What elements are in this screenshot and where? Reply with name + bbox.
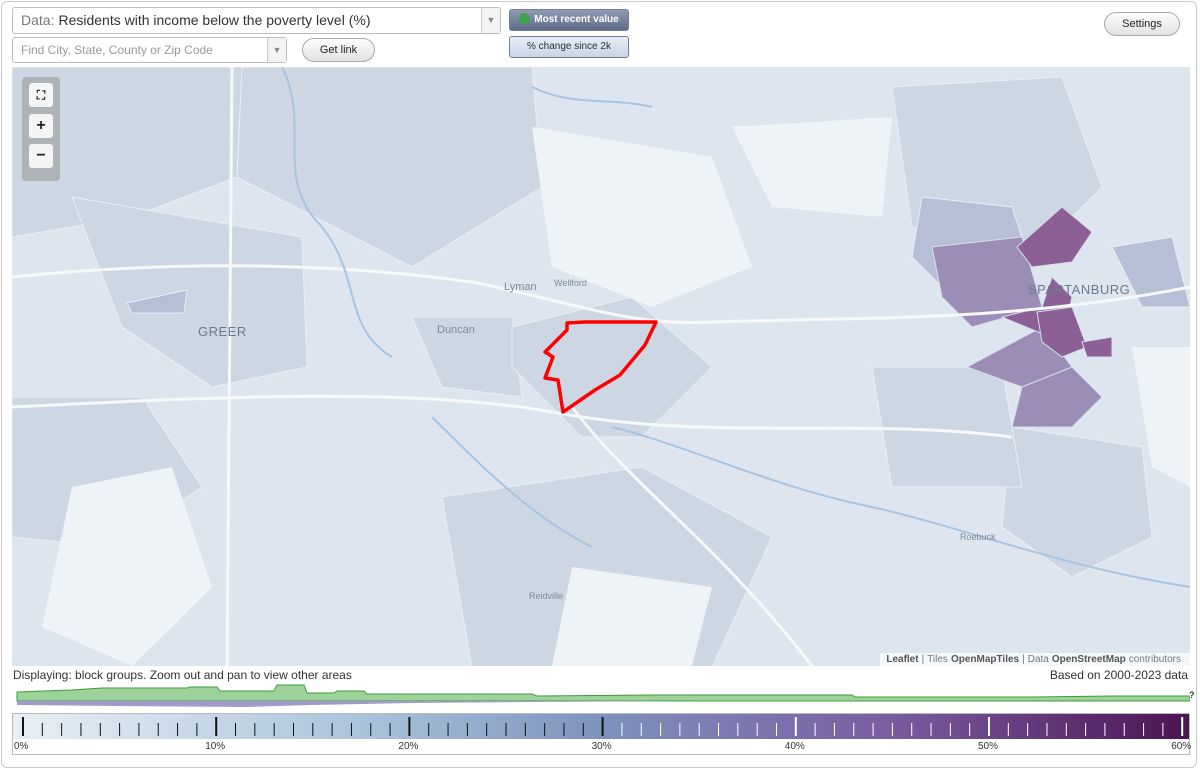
data-prefix: Data: [21, 12, 55, 28]
legend-label: 0% [14, 741, 29, 752]
data-label: Residents with income below the poverty … [58, 12, 371, 28]
get-link-button[interactable]: Get link [302, 38, 375, 62]
most-recent-label: Most recent value [534, 14, 619, 25]
map-label: Duncan [437, 324, 475, 336]
legend-label: 40% [784, 741, 805, 752]
help-icon[interactable]: ? [1189, 690, 1195, 700]
check-icon [519, 13, 531, 24]
map-label: Roebuck [960, 532, 996, 542]
zoom-in-button[interactable]: + [29, 114, 53, 138]
selected-area [543, 320, 658, 414]
map-label: SPARTANBURG [1028, 282, 1131, 297]
status-text: Displaying: block groups. Zoom out and p… [13, 668, 352, 682]
zoom-out-button[interactable]: − [29, 144, 53, 168]
map-label: GREER [198, 324, 247, 339]
settings-button[interactable]: Settings [1104, 12, 1180, 36]
zoom-control: ⛶ + − [22, 77, 60, 181]
search-box[interactable]: Find City, State, County or Zip Code ▼ [12, 37, 287, 63]
legend-label: 50% [978, 741, 999, 752]
attribution-part: | [921, 654, 925, 665]
map-label: Wellford [554, 278, 587, 288]
most-recent-toggle[interactable]: Most recent value [509, 9, 629, 31]
fullscreen-button[interactable]: ⛶ [29, 83, 53, 107]
legend-label: 20% [398, 741, 419, 752]
distribution-histogram [16, 684, 1190, 707]
color-legend: 0% 10% 20% 30% 40% 50% 60% [12, 713, 1192, 755]
based-on-text: Based on 2000-2023 data [1049, 668, 1188, 682]
data-dropdown[interactable]: Data: Residents with income below the pov… [12, 7, 501, 34]
map-layer [12, 67, 1190, 666]
attribution-part: OpenMapTiles [950, 654, 1020, 665]
map[interactable]: GREER Lyman Wellford Duncan SPARTANBURG … [12, 67, 1190, 666]
change-toggle[interactable]: % change since 2k [509, 36, 629, 58]
attribution-part: Tiles [927, 654, 948, 665]
map-label: Reidville [529, 591, 564, 601]
legend-label: 60% [1171, 741, 1192, 752]
attribution-part: Data [1027, 654, 1049, 665]
attribution: Leaflet | Tiles OpenMapTiles | Data OpenStreet… [880, 653, 1190, 666]
legend-label: 10% [205, 741, 226, 752]
attribution-part: | [1022, 654, 1025, 665]
legend-scale [13, 714, 1189, 739]
attribution-part: OpenStreetMap [1051, 654, 1126, 665]
legend-label: 30% [591, 741, 612, 752]
search-placeholder: Find City, State, County or Zip Code [21, 43, 213, 57]
map-label: Lyman [504, 281, 537, 293]
attribution-part: Leaflet [886, 654, 919, 665]
dropdown-arrow: ▼ [481, 8, 500, 33]
dropdown-arrow: ▼ [267, 38, 286, 62]
attribution-part: contributors [1128, 654, 1181, 665]
